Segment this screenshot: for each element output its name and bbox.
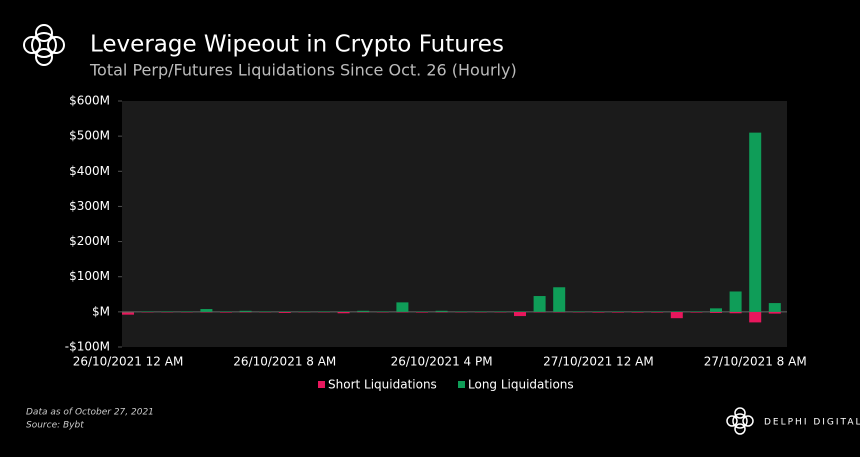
bar — [533, 296, 546, 312]
bar — [514, 311, 526, 313]
bar — [376, 311, 389, 313]
bar — [239, 311, 252, 313]
bar — [670, 311, 683, 313]
bar — [474, 311, 487, 313]
bar — [376, 311, 389, 313]
x-tick-label: 26/10/2021 8 AM — [233, 355, 336, 369]
y-tick-label: $300M — [69, 199, 110, 213]
bar — [612, 311, 624, 313]
bar — [200, 309, 213, 312]
bar — [572, 311, 585, 313]
bar — [337, 311, 350, 314]
bar — [259, 311, 272, 313]
bar — [239, 310, 252, 312]
x-tick-label: 27/10/2021 8 AM — [704, 355, 807, 369]
bar — [651, 311, 664, 313]
bar — [200, 311, 213, 313]
bar — [435, 310, 448, 312]
x-tick-label: 26/10/2021 4 PM — [391, 355, 493, 369]
bar — [612, 311, 624, 313]
y-tick-label: $M — [92, 304, 110, 318]
plot-area — [122, 101, 787, 347]
bar — [396, 311, 409, 313]
bar — [396, 302, 409, 312]
bar — [318, 311, 330, 313]
bar — [435, 311, 448, 313]
bar — [572, 311, 585, 313]
y-tick-label: $100M — [69, 269, 110, 283]
bar — [670, 311, 683, 319]
legend-label: Long Liquidations — [468, 378, 574, 392]
y-tick-label: $600M — [69, 94, 110, 108]
bar — [298, 311, 311, 313]
bar — [729, 311, 742, 314]
bar — [161, 311, 174, 313]
bar — [533, 311, 546, 313]
bar — [220, 311, 232, 313]
y-tick-label: $200M — [69, 234, 110, 248]
bar — [631, 311, 644, 313]
bar — [180, 311, 193, 313]
bar — [710, 308, 722, 312]
bar — [220, 311, 232, 313]
y-tick-label: $500M — [69, 129, 110, 143]
bar — [710, 311, 722, 313]
bar — [337, 311, 350, 313]
legend-label: Short Liquidations — [328, 378, 437, 392]
bar — [259, 311, 272, 313]
bar — [768, 303, 781, 312]
y-tick-label: $400M — [69, 164, 110, 178]
bar — [749, 311, 762, 323]
bar — [768, 311, 781, 314]
legend-swatch — [318, 381, 325, 388]
bar — [553, 287, 566, 312]
bar — [455, 311, 468, 313]
brand-logo — [726, 407, 754, 435]
bar — [298, 311, 311, 313]
bar — [357, 311, 370, 313]
legend-swatch — [458, 381, 465, 388]
bar — [141, 311, 154, 313]
x-tick-label: 27/10/2021 12 AM — [543, 355, 654, 369]
bar — [690, 311, 703, 313]
bar — [278, 311, 291, 313]
bar — [122, 311, 134, 315]
chart-title: Leverage Wipeout in Crypto Futures — [90, 32, 504, 58]
brand: DELPHI DIGITAL — [764, 418, 860, 428]
bar — [122, 311, 134, 313]
bar — [494, 311, 507, 313]
bar — [494, 311, 507, 313]
bar — [278, 311, 291, 313]
y-tick-label: -$100M — [65, 340, 110, 354]
chart-subtitle: Total Perp/Futures Liquidations Since Oc… — [89, 61, 517, 80]
bar — [651, 311, 664, 313]
bar — [416, 311, 428, 313]
bar — [729, 291, 742, 312]
bar — [416, 311, 428, 313]
bar — [592, 311, 605, 313]
logo — [23, 24, 65, 66]
bar — [631, 311, 644, 313]
x-tick-label: 26/10/2021 12 AM — [73, 355, 184, 369]
bar — [514, 311, 526, 317]
bar — [141, 311, 154, 313]
bar — [474, 311, 487, 313]
bar — [592, 311, 605, 313]
footnote: Source: Bybt — [26, 421, 84, 431]
bar — [318, 311, 330, 313]
bar — [749, 132, 762, 312]
bar — [161, 311, 174, 313]
footnote: Data as of October 27, 2021 — [26, 408, 154, 418]
bar — [180, 311, 193, 313]
bar — [553, 311, 566, 313]
bar — [690, 311, 703, 313]
bar — [357, 310, 370, 312]
bar — [455, 311, 468, 313]
